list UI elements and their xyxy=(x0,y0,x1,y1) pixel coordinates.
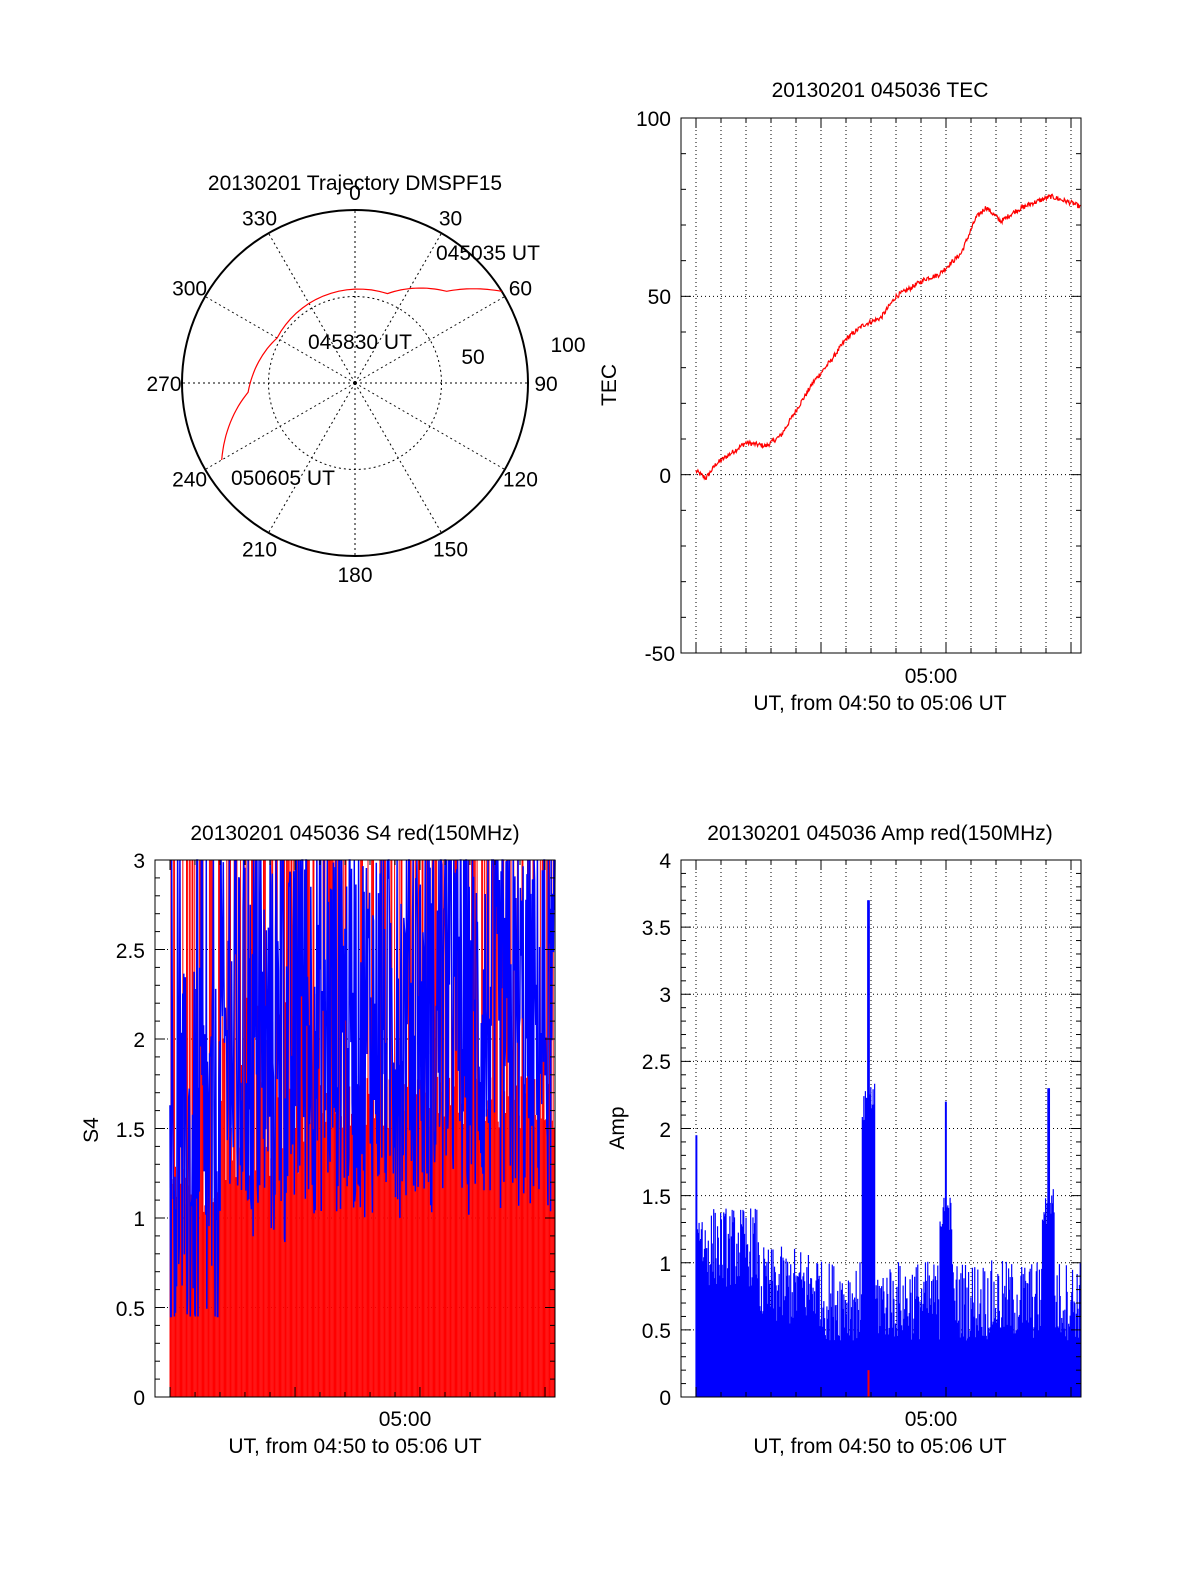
amp-ytick-1-5: 1.5 xyxy=(642,1186,671,1209)
tec-ytick-0: 0 xyxy=(659,465,671,488)
polar-annotation-end: 050605 UT xyxy=(231,467,335,490)
amp-xlabel: UT, from 04:50 to 05:06 UT xyxy=(753,1435,1006,1458)
amp-title: 20130201 045036 Amp red(150MHz) xyxy=(707,822,1053,845)
polar-angle-label: 150 xyxy=(433,538,468,561)
s4-ylabel: S4 xyxy=(80,1117,103,1143)
polar-annotation-start: 045035 UT xyxy=(436,242,540,265)
tec-ytick-50: 50 xyxy=(648,286,671,309)
amp-ytick-0: 0 xyxy=(659,1387,671,1410)
polar-angle-label: 120 xyxy=(503,469,538,492)
s4-blue-trace xyxy=(169,859,556,1318)
tec-ytick-minus50: -50 xyxy=(645,643,675,666)
polar-panel: 20130201 Trajectory DMSPF15 0 30 60 90 120 15… xyxy=(146,172,585,587)
polar-angle-label: 0 xyxy=(349,182,361,205)
polar-angle-label: 210 xyxy=(242,538,277,561)
tec-xlabel: UT, from 04:50 to 05:06 UT xyxy=(753,692,1006,715)
polar-annotation-middle: 045830 UT xyxy=(308,331,412,354)
polar-radius-label-50: 50 xyxy=(461,346,484,369)
s4-ytick-0: 0 xyxy=(133,1387,145,1410)
amp-ytick-0-5: 0.5 xyxy=(642,1320,671,1343)
s4-ytick-2: 2 xyxy=(133,1029,145,1052)
s4-xlabel: UT, from 04:50 to 05:06 UT xyxy=(228,1435,481,1458)
polar-angle-label: 270 xyxy=(146,373,181,396)
polar-grid-spoke xyxy=(204,296,356,384)
amp-panel: 20130201 045036 Amp red(150MHz) 4 3.5 3 … xyxy=(606,822,1082,1458)
amp-blue-bars xyxy=(695,900,1081,1397)
amp-ytick-3-5: 3.5 xyxy=(642,917,671,940)
polar-angle-label: 180 xyxy=(337,564,372,587)
s4-xtick-0500: 05:00 xyxy=(379,1408,432,1431)
tec-axes-frame xyxy=(680,117,1082,654)
amp-ytick-4: 4 xyxy=(659,850,671,873)
tec-ticks xyxy=(681,117,1081,654)
amp-ytick-1: 1 xyxy=(659,1253,671,1276)
s4-ytick-1: 1 xyxy=(133,1208,145,1231)
s4-ytick-2-5: 2.5 xyxy=(116,940,145,963)
amp-xtick-0500: 05:00 xyxy=(905,1408,958,1431)
polar-title: 20130201 Trajectory DMSPF15 xyxy=(208,172,502,195)
polar-angle-labels: 0 30 60 90 120 150 180 210 240 270 300 330 xyxy=(146,182,557,587)
polar-outer-ring xyxy=(181,209,529,557)
s4-ytick-3: 3 xyxy=(133,850,145,873)
polar-grid-spoke xyxy=(354,382,506,470)
s4-ytick-0-5: 0.5 xyxy=(116,1298,145,1321)
amp-ylabel: Amp xyxy=(606,1106,629,1149)
tec-series-line xyxy=(695,193,1082,481)
polar-grid-spoke xyxy=(268,382,356,534)
polar-trajectory-line xyxy=(221,287,502,461)
polar-grid-spoke xyxy=(204,382,356,470)
tec-ytick-100: 100 xyxy=(636,108,671,131)
tec-panel: 20130201 045036 TEC 100 50 0 -50 05:00 U… xyxy=(598,79,1082,715)
amp-ytick-3: 3 xyxy=(659,984,671,1007)
tec-grid xyxy=(681,118,1081,653)
polar-grid-spoke xyxy=(354,382,442,534)
polar-grid-spoke xyxy=(354,232,442,384)
polar-angle-label: 330 xyxy=(242,208,277,231)
amp-ytick-2: 2 xyxy=(659,1119,671,1142)
polar-angle-label: 90 xyxy=(534,373,557,396)
polar-radius-label-100: 100 xyxy=(550,334,585,357)
amp-ticks xyxy=(681,859,1081,1398)
tec-title: 20130201 045036 TEC xyxy=(772,79,989,102)
tec-ylabel: TEC xyxy=(598,364,621,406)
amp-ytick-2-5: 2.5 xyxy=(642,1051,671,1074)
s4-panel: 20130201 045036 S4 red(150MHz) 3 2.5 2 1… xyxy=(80,822,556,1458)
s4-ticks xyxy=(155,859,555,1398)
polar-grid-spoke xyxy=(268,232,356,384)
tec-xtick-0500: 05:00 xyxy=(905,665,958,688)
polar-angle-label: 300 xyxy=(172,278,207,301)
polar-angle-label: 240 xyxy=(172,469,207,492)
s4-ytick-1-5: 1.5 xyxy=(116,1119,145,1142)
polar-angle-label: 30 xyxy=(439,208,462,231)
polar-angle-label: 60 xyxy=(509,278,532,301)
polar-grid xyxy=(182,210,528,556)
polar-grid-spoke xyxy=(354,296,506,384)
s4-title: 20130201 045036 S4 red(150MHz) xyxy=(190,822,519,845)
